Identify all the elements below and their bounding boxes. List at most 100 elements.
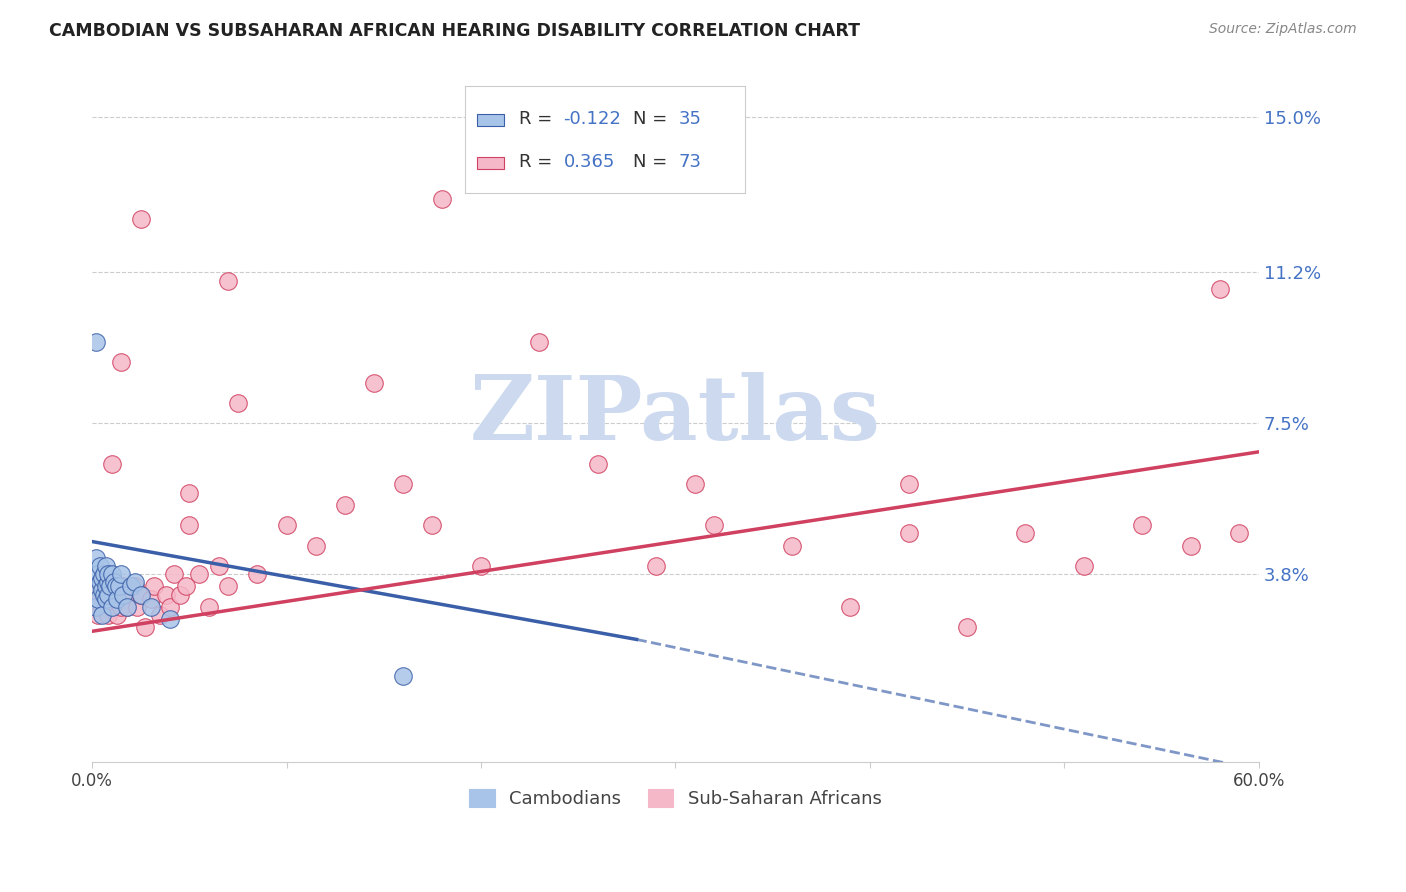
Point <box>897 526 920 541</box>
Point <box>139 599 162 614</box>
Point <box>159 599 181 614</box>
Point <box>89 588 111 602</box>
Point <box>100 599 122 614</box>
Point <box>98 588 121 602</box>
Point <box>89 575 111 590</box>
Point <box>84 599 107 614</box>
Point <box>108 579 131 593</box>
Point <box>112 588 135 602</box>
Point <box>90 579 112 593</box>
Point <box>94 579 117 593</box>
Point <box>107 607 129 622</box>
Point <box>94 591 117 606</box>
Point <box>422 518 444 533</box>
Point <box>139 591 162 606</box>
Point <box>207 559 229 574</box>
Point <box>129 588 152 602</box>
Point <box>89 559 111 574</box>
Point <box>155 588 177 602</box>
Point <box>226 396 249 410</box>
Point <box>120 588 142 602</box>
Point <box>97 567 120 582</box>
Point <box>174 579 197 593</box>
Point <box>1014 526 1036 541</box>
Point <box>120 579 142 593</box>
Point <box>97 588 120 602</box>
Point <box>97 607 120 622</box>
Point <box>115 599 138 614</box>
Point <box>84 550 107 565</box>
Point <box>179 518 201 533</box>
Point <box>586 457 609 471</box>
Point <box>1209 282 1232 296</box>
Point <box>529 334 551 349</box>
Point <box>198 599 221 614</box>
Point <box>897 477 920 491</box>
Point <box>97 575 120 590</box>
Point <box>129 588 152 602</box>
Point <box>392 669 415 683</box>
Point <box>93 567 115 582</box>
Point <box>107 591 129 606</box>
Point <box>90 599 112 614</box>
Point <box>217 274 239 288</box>
Point <box>98 579 121 593</box>
Point <box>93 591 115 606</box>
Point <box>100 599 122 614</box>
Point <box>108 588 131 602</box>
Point <box>159 612 181 626</box>
Point <box>114 591 136 606</box>
Point <box>163 567 186 582</box>
Point <box>104 579 127 593</box>
Point <box>115 599 138 614</box>
Point <box>683 477 706 491</box>
Point <box>103 575 125 590</box>
Point <box>83 588 105 602</box>
Point <box>1227 526 1250 541</box>
Point <box>94 599 117 614</box>
Point <box>87 567 110 582</box>
Point <box>84 334 107 349</box>
Point <box>246 567 269 582</box>
Text: Source: ZipAtlas.com: Source: ZipAtlas.com <box>1209 22 1357 37</box>
Point <box>645 559 668 574</box>
Point <box>703 518 725 533</box>
Point <box>124 575 146 590</box>
Point <box>363 376 385 390</box>
Point <box>217 579 239 593</box>
Point <box>124 579 146 593</box>
Point <box>110 567 132 582</box>
Point <box>87 579 110 593</box>
Point <box>125 599 148 614</box>
Point <box>103 588 125 602</box>
Point <box>470 559 492 574</box>
Point <box>100 457 122 471</box>
Point <box>1180 539 1202 553</box>
Point <box>169 588 191 602</box>
Point <box>129 212 152 227</box>
Point <box>93 567 115 582</box>
Point <box>83 579 105 593</box>
Point <box>780 539 803 553</box>
Point <box>839 599 862 614</box>
Point <box>430 192 453 206</box>
Point <box>188 567 211 582</box>
Point <box>94 559 117 574</box>
Point <box>956 620 979 634</box>
Point <box>333 498 356 512</box>
Text: ZIPatlas: ZIPatlas <box>470 372 882 458</box>
Point <box>305 539 328 553</box>
Point <box>98 579 121 593</box>
Point <box>276 518 298 533</box>
Point <box>110 599 132 614</box>
Point <box>87 591 110 606</box>
Point <box>112 579 135 593</box>
Point <box>149 607 172 622</box>
Point <box>90 607 112 622</box>
Point <box>100 567 122 582</box>
Point <box>87 607 110 622</box>
Point <box>392 477 415 491</box>
Point <box>1073 559 1095 574</box>
Legend: Cambodians, Sub-Saharan Africans: Cambodians, Sub-Saharan Africans <box>463 781 889 815</box>
Point <box>179 485 201 500</box>
